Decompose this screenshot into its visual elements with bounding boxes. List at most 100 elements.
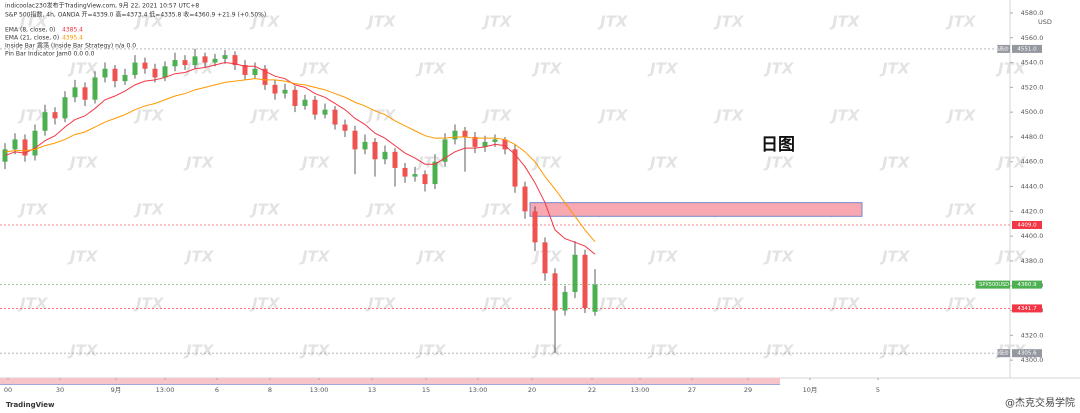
watermark: JTX — [415, 248, 447, 266]
candle-body — [392, 151, 398, 168]
watermark: JTX — [597, 13, 629, 31]
candle-body — [482, 141, 488, 147]
x-tick-label: 29 — [744, 386, 752, 394]
watermark: JTX — [67, 154, 99, 172]
watermark: JTX — [249, 201, 281, 219]
candle-body — [302, 99, 308, 106]
y-tick-label: 4580.0 — [1021, 9, 1044, 17]
watermark: JTX — [365, 295, 397, 313]
candle-body — [472, 136, 478, 147]
candle-body — [12, 139, 18, 150]
watermark: JTX — [829, 295, 861, 313]
y-tick-label: 4440.0 — [1021, 183, 1044, 191]
annotation: 日图 — [761, 135, 795, 155]
candle-body — [232, 55, 238, 66]
watermark: JTX — [945, 13, 977, 31]
y-tick-label: 4480.0 — [1021, 133, 1044, 141]
candle-body — [272, 84, 278, 94]
watermark: JTX — [183, 248, 215, 266]
watermark: JTX — [365, 107, 397, 125]
y-tick-label: 4300.0 — [1021, 356, 1044, 364]
x-tick-label: 13:00 — [469, 386, 488, 394]
candle-body — [342, 124, 348, 131]
candle-body — [402, 167, 408, 177]
watermark: JTX — [415, 342, 447, 360]
candle-body — [382, 151, 388, 160]
watermark: JTX — [995, 60, 1027, 78]
watermark: JTX — [249, 107, 281, 125]
watermark: JTX — [763, 248, 795, 266]
watermark: JTX — [713, 295, 745, 313]
legend-name: EMA (21, close, 0) — [5, 35, 59, 42]
level-tag: 最低价 — [994, 350, 1009, 357]
watermark: JTX — [945, 295, 977, 313]
watermark: JTX — [249, 295, 281, 313]
legend-value: 4395.4 — [62, 35, 83, 42]
watermark: JTX — [133, 201, 165, 219]
candle-body — [72, 87, 78, 98]
watermark: JTX — [365, 201, 397, 219]
watermark: JTX — [763, 60, 795, 78]
x-tick-label: 15 — [422, 386, 430, 394]
x-tick-label: 8 — [268, 386, 272, 394]
level-tag: 最高价 — [994, 45, 1009, 52]
watermark: JTX — [713, 13, 745, 31]
watermark: JTX — [945, 201, 977, 219]
watermark: JTX — [17, 295, 49, 313]
watermark: JTX — [763, 342, 795, 360]
y-tick-label: 4560.0 — [1021, 34, 1044, 42]
y-tick-label: 4420.0 — [1021, 207, 1044, 215]
watermark: JTX — [67, 248, 99, 266]
x-tick-label: 13:00 — [310, 386, 329, 394]
watermark: JTX — [481, 295, 513, 313]
watermarks: JTX JTX JTX JTX JTX JTX JTX JTX JTX JTX JTX JTX JTX J… — [17, 13, 1027, 360]
x-tick-label: 6 — [215, 386, 219, 394]
level-label: 4409.0 — [1017, 222, 1037, 228]
level-label: 4305.6 — [1017, 351, 1037, 357]
candle-body — [532, 211, 538, 243]
x-tick-label: 5 — [876, 386, 880, 394]
watermark: JTX — [879, 342, 911, 360]
candle-body — [142, 62, 148, 69]
candle-body — [22, 139, 28, 156]
candle-body — [312, 99, 318, 115]
watermark: JTX — [183, 342, 215, 360]
watermark: JTX — [879, 248, 911, 266]
zone — [529, 202, 863, 217]
candle-body — [242, 65, 248, 75]
level-tag-bg — [1012, 304, 1042, 313]
level-tag-bg — [975, 280, 1010, 289]
watermark: JTX — [415, 60, 447, 78]
legend-value: 4385.4 — [62, 27, 83, 34]
x-tick-label: 22 — [588, 386, 596, 394]
level-label: 4341.7 — [1017, 306, 1037, 312]
candle-body — [32, 130, 38, 156]
x-tick-label: 00 — [4, 386, 12, 394]
x-tick-label: 13:00 — [631, 386, 650, 394]
candle-body — [222, 55, 228, 59]
candle-body — [112, 68, 118, 82]
watermark: JTX — [647, 342, 679, 360]
watermark: JTX — [531, 60, 563, 78]
candle-body — [542, 242, 548, 274]
bottom-strip — [0, 378, 780, 384]
level-label: 4360.9 — [1017, 282, 1037, 288]
y-tick-label: 4460.0 — [1021, 158, 1044, 166]
candle-body — [212, 58, 218, 63]
candle-body — [182, 60, 188, 66]
candle-body — [322, 109, 328, 115]
watermark: JTX — [299, 248, 331, 266]
candle-body — [292, 89, 298, 106]
candle-body — [522, 186, 528, 212]
candle-body — [132, 62, 138, 75]
watermark: JTX — [299, 60, 331, 78]
watermark: JTX — [995, 248, 1027, 266]
watermark: JTX — [133, 107, 165, 125]
candle-body — [562, 291, 568, 311]
candle-body — [422, 174, 428, 185]
watermark: JTX — [945, 107, 977, 125]
candle-body — [352, 130, 358, 150]
watermark: JTX — [879, 60, 911, 78]
brand: TradingView — [6, 401, 55, 409]
watermark: JTX — [67, 342, 99, 360]
